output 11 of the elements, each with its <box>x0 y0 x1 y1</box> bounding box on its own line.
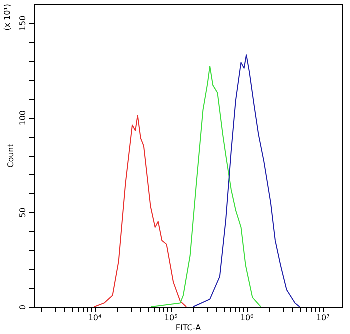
y-tick-label: 150 <box>18 16 28 32</box>
y-tick-label: 100 <box>18 110 28 126</box>
x-tick-label: 10⁷ <box>316 314 330 322</box>
y-axis-title: Count <box>6 144 16 168</box>
x-tick-label: 10⁵ <box>164 314 178 322</box>
y-tick-label: 50 <box>18 208 28 218</box>
x-tick-label: 10⁴ <box>88 314 102 322</box>
x-tick-label: 10⁶ <box>240 314 254 322</box>
text: (x 10¹) <box>3 4 12 31</box>
x-axis-title: FITC-A <box>176 324 202 332</box>
y-tick-label: 0 <box>18 304 28 310</box>
